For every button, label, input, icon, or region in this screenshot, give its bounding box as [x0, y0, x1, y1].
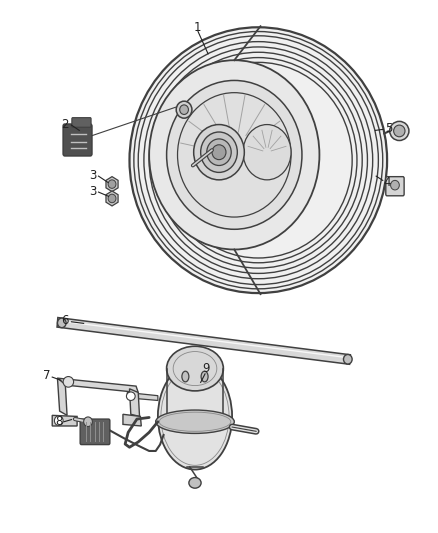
Polygon shape — [57, 378, 67, 415]
Text: 9: 9 — [202, 362, 210, 375]
Text: 7: 7 — [43, 369, 50, 382]
Ellipse shape — [243, 125, 291, 180]
Polygon shape — [130, 389, 140, 416]
Ellipse shape — [155, 410, 234, 433]
Ellipse shape — [207, 139, 231, 165]
Text: 3: 3 — [89, 168, 96, 182]
Ellipse shape — [166, 80, 302, 229]
Text: 6: 6 — [62, 314, 69, 327]
Ellipse shape — [127, 392, 135, 400]
FancyBboxPatch shape — [80, 419, 110, 445]
Ellipse shape — [57, 318, 66, 328]
Polygon shape — [57, 318, 350, 364]
FancyBboxPatch shape — [72, 118, 91, 127]
Ellipse shape — [391, 180, 399, 190]
Ellipse shape — [166, 346, 223, 391]
Text: 4: 4 — [383, 176, 391, 189]
Ellipse shape — [212, 145, 226, 160]
Text: 2: 2 — [62, 118, 69, 131]
Ellipse shape — [201, 132, 237, 172]
Ellipse shape — [343, 354, 352, 364]
Polygon shape — [127, 392, 158, 400]
Ellipse shape — [108, 194, 116, 203]
Polygon shape — [57, 378, 138, 392]
Ellipse shape — [149, 60, 319, 249]
Text: 3: 3 — [89, 184, 96, 198]
Ellipse shape — [176, 101, 192, 118]
Ellipse shape — [182, 371, 189, 382]
FancyBboxPatch shape — [386, 176, 404, 196]
Ellipse shape — [189, 478, 201, 488]
Ellipse shape — [108, 180, 116, 188]
Polygon shape — [106, 191, 118, 206]
Ellipse shape — [63, 376, 74, 387]
Text: 1: 1 — [194, 21, 201, 34]
Ellipse shape — [390, 122, 409, 141]
Text: 5: 5 — [385, 122, 392, 135]
Ellipse shape — [394, 125, 405, 137]
Polygon shape — [106, 176, 118, 191]
FancyBboxPatch shape — [63, 124, 92, 156]
Polygon shape — [52, 415, 77, 426]
Ellipse shape — [201, 371, 208, 382]
Ellipse shape — [158, 364, 232, 470]
Text: 8: 8 — [55, 415, 63, 428]
Ellipse shape — [54, 416, 63, 425]
Ellipse shape — [194, 125, 244, 180]
Ellipse shape — [84, 417, 92, 426]
Ellipse shape — [130, 27, 387, 293]
Ellipse shape — [180, 105, 188, 115]
Polygon shape — [123, 414, 141, 426]
